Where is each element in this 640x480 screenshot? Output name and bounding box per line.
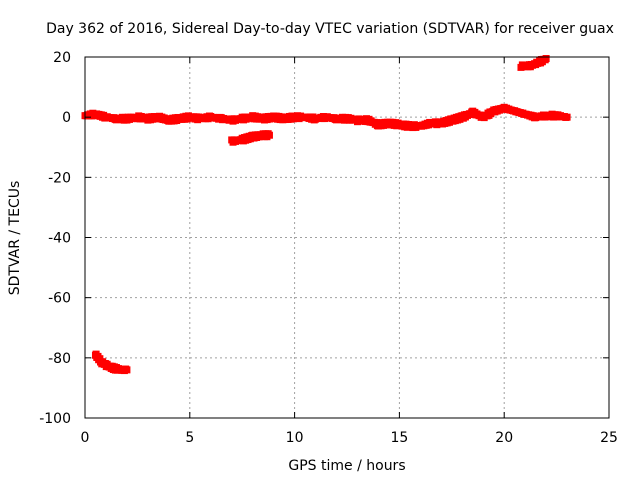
data-point [123,366,131,374]
x-tick-label: 0 [81,430,90,446]
data-point [265,131,273,139]
chart-title: Day 362 of 2016, Sidereal Day-to-day VTE… [46,21,614,37]
y-tick-label: 0 [62,110,71,126]
y-tick-label: -100 [39,411,71,427]
x-axis-ticks: 0 5 10 15 20 25 [81,57,618,446]
series-segment-21-22h [517,55,550,71]
y-tick-label: 20 [53,50,71,66]
y-tick-label: -60 [48,291,71,307]
x-tick-label: 25 [600,430,618,446]
x-tick-label: 20 [495,430,513,446]
x-tick-label: 5 [185,430,194,446]
y-tick-label: -40 [48,231,71,247]
y-tick-label: -80 [48,351,71,367]
x-axis-label: GPS time / hours [288,458,405,474]
series-main-track [81,103,571,132]
series-segment-0.5-2h [91,350,131,375]
data-points [81,55,571,375]
x-tick-label: 10 [286,430,304,446]
series-segment-7-9h [228,130,273,146]
y-axis-ticks: -100 -80 -60 -40 -20 0 20 [39,50,609,427]
y-tick-label: -20 [48,170,71,186]
x-tick-label: 15 [390,430,408,446]
data-point [563,113,571,121]
data-point [542,55,550,63]
grid [85,57,609,418]
y-axis-label: SDTVAR / TECUs [7,181,23,296]
